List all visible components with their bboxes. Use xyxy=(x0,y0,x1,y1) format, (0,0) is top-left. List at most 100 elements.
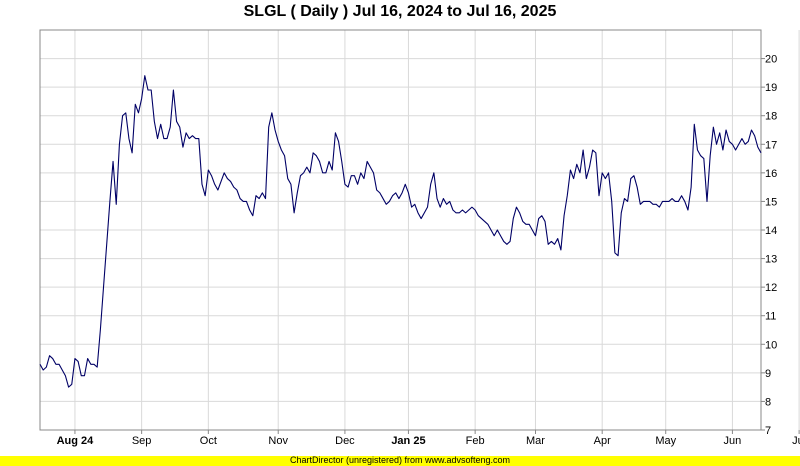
data-point xyxy=(681,195,682,196)
data-point xyxy=(446,204,447,205)
data-point xyxy=(678,201,679,202)
data-point xyxy=(598,195,599,196)
data-point xyxy=(373,172,374,173)
data-point xyxy=(93,364,94,365)
data-point xyxy=(49,355,50,356)
data-point xyxy=(259,198,260,199)
data-point xyxy=(627,201,628,202)
data-point xyxy=(589,167,590,168)
data-point xyxy=(710,155,711,156)
data-point xyxy=(487,224,488,225)
data-point xyxy=(122,115,123,116)
data-point xyxy=(313,152,314,153)
data-point xyxy=(421,218,422,219)
data-point xyxy=(748,141,749,142)
data-point xyxy=(649,201,650,202)
x-tick-label: Sep xyxy=(132,435,152,447)
data-point xyxy=(252,215,253,216)
data-point xyxy=(535,235,536,236)
data-point xyxy=(386,204,387,205)
data-point xyxy=(465,212,466,213)
data-point xyxy=(576,164,577,165)
data-point xyxy=(735,149,736,150)
data-point xyxy=(691,187,692,188)
data-point xyxy=(592,149,593,150)
data-point xyxy=(643,201,644,202)
data-point xyxy=(116,204,117,205)
data-point xyxy=(614,252,615,253)
data-point xyxy=(240,198,241,199)
data-point xyxy=(195,138,196,139)
data-point xyxy=(112,161,113,162)
data-point xyxy=(163,138,164,139)
data-point xyxy=(481,218,482,219)
data-point xyxy=(621,212,622,213)
data-point xyxy=(370,167,371,168)
data-point xyxy=(90,364,91,365)
data-point xyxy=(379,192,380,193)
data-point xyxy=(573,178,574,179)
data-point xyxy=(478,215,479,216)
data-point xyxy=(395,192,396,193)
data-point xyxy=(43,369,44,370)
data-point xyxy=(586,178,587,179)
data-point xyxy=(316,155,317,156)
data-point xyxy=(554,244,555,245)
data-point xyxy=(509,241,510,242)
data-point xyxy=(430,184,431,185)
data-point xyxy=(154,121,155,122)
data-point xyxy=(506,244,507,245)
data-point xyxy=(433,172,434,173)
data-point xyxy=(376,189,377,190)
data-point xyxy=(751,129,752,130)
data-point xyxy=(725,129,726,130)
data-point xyxy=(475,209,476,210)
data-point xyxy=(703,158,704,159)
data-point xyxy=(687,209,688,210)
data-point xyxy=(382,198,383,199)
data-point xyxy=(529,224,530,225)
data-point xyxy=(570,169,571,170)
y-tick-label: 7 xyxy=(765,425,771,437)
data-point xyxy=(347,187,348,188)
x-axis: Aug 24 Sep Oct Nov Dec Jan 25 Feb Mar Apr May Jun J… xyxy=(57,430,800,447)
data-point xyxy=(630,178,631,179)
data-point xyxy=(490,229,491,230)
x-tick-label: Nov xyxy=(268,435,288,447)
data-point xyxy=(522,221,523,222)
data-point xyxy=(392,195,393,196)
data-point xyxy=(141,98,142,99)
x-tick-label: Oct xyxy=(200,435,217,447)
data-point xyxy=(176,121,177,122)
data-point xyxy=(322,172,323,173)
data-point xyxy=(516,207,517,208)
data-point xyxy=(106,244,107,245)
data-point xyxy=(459,212,460,213)
data-point xyxy=(500,235,501,236)
data-point xyxy=(243,201,244,202)
data-point xyxy=(662,201,663,202)
data-point xyxy=(484,221,485,222)
data-point xyxy=(262,192,263,193)
data-point xyxy=(55,364,56,365)
data-point xyxy=(732,144,733,145)
data-point xyxy=(87,358,88,359)
data-point xyxy=(65,375,66,376)
data-point xyxy=(716,144,717,145)
data-point xyxy=(675,201,676,202)
y-tick-label: 12 xyxy=(765,282,777,294)
data-point xyxy=(605,178,606,179)
price-chart: 7 8 9 10 11 12 13 14 15 16 17 18 19 20 Aug 24 Sep Oct No… xyxy=(39,29,800,447)
x-tick-label: Dec xyxy=(335,435,355,447)
data-point xyxy=(405,184,406,185)
data-point xyxy=(637,187,638,188)
data-point xyxy=(287,178,288,179)
data-point xyxy=(201,184,202,185)
data-point xyxy=(408,192,409,193)
data-point xyxy=(579,172,580,173)
x-tick-label: Jan 25 xyxy=(391,435,425,447)
data-point xyxy=(46,367,47,368)
data-point xyxy=(668,201,669,202)
data-point xyxy=(157,138,158,139)
data-point xyxy=(74,358,75,359)
